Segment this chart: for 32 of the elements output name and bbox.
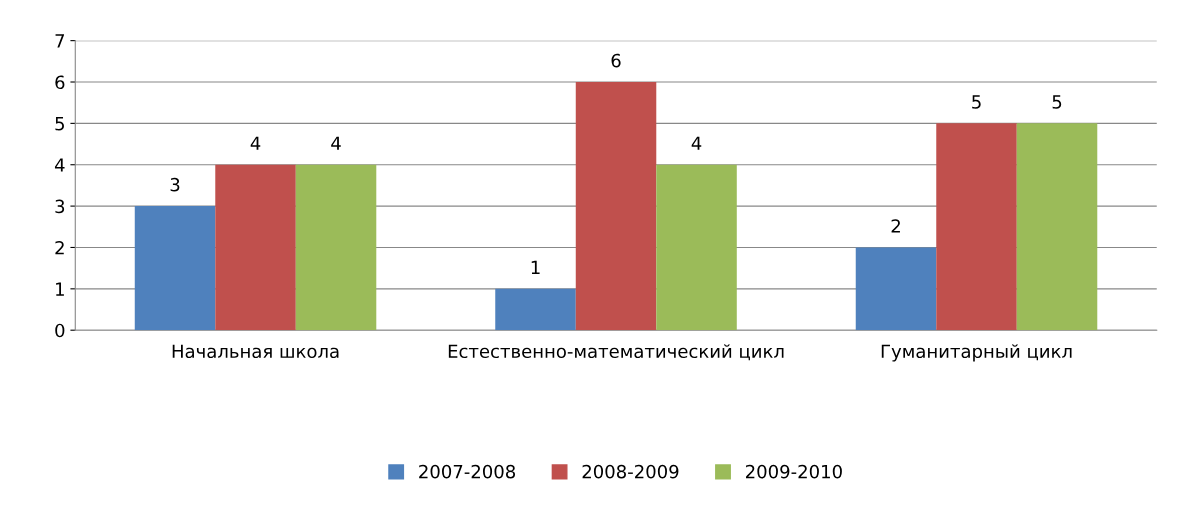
y-tick-label: 4 xyxy=(54,158,65,172)
data-label: 2 xyxy=(891,219,900,233)
y-tick-label: 7 xyxy=(55,34,65,48)
bar xyxy=(936,123,1017,331)
legend-label: 2008-2009 xyxy=(582,464,679,479)
data-label: 4 xyxy=(250,136,261,150)
y-tick-label: 3 xyxy=(55,199,65,214)
data-label: 3 xyxy=(170,177,180,192)
y-tick-label: 0 xyxy=(55,323,65,338)
y-tick-label: 1 xyxy=(56,282,64,296)
x-tick-label: Начальная школа xyxy=(172,344,339,359)
data-label: 4 xyxy=(691,136,702,150)
legend-label: 2009-2010 xyxy=(746,464,842,479)
x-tick-label: Гуманитарный цикл xyxy=(881,344,1072,362)
data-label: 5 xyxy=(972,95,981,109)
bar xyxy=(295,164,377,331)
bar xyxy=(656,164,737,331)
data-label: 1 xyxy=(531,260,540,274)
legend-label: 2007-2008 xyxy=(419,464,516,479)
y-tick-label: 5 xyxy=(55,117,64,131)
bar xyxy=(495,288,576,331)
y-tick-label: 6 xyxy=(55,75,65,90)
bar xyxy=(215,164,296,331)
bar xyxy=(134,206,216,331)
bar xyxy=(1016,123,1098,331)
bar xyxy=(575,82,657,331)
y-tick-label: 2 xyxy=(55,240,64,255)
bar xyxy=(855,247,937,331)
data-label: 5 xyxy=(1052,95,1062,109)
x-tick-label: Естественно-математический цикл xyxy=(448,344,784,361)
data-label: 4 xyxy=(331,136,341,150)
data-label: 6 xyxy=(611,53,621,68)
